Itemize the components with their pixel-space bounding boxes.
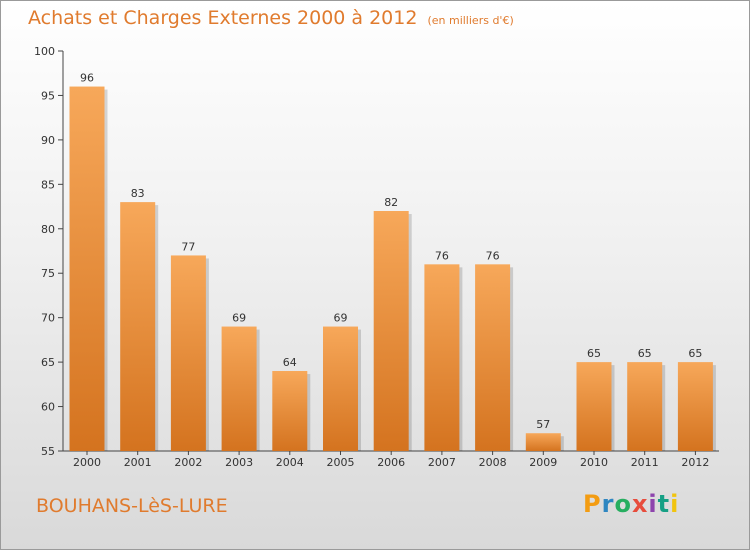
logo-letter: x bbox=[631, 490, 649, 518]
bar bbox=[221, 326, 257, 451]
bar-value-label: 96 bbox=[80, 72, 94, 85]
bar-value-label: 83 bbox=[131, 187, 145, 200]
y-tick-label: 95 bbox=[41, 89, 55, 102]
bar bbox=[323, 326, 358, 451]
chart-title: Achats et Charges Externes 2000 à 2012 (e… bbox=[28, 7, 514, 29]
y-tick-label: 65 bbox=[41, 356, 55, 369]
x-tick-label: 2002 bbox=[174, 456, 202, 469]
y-tick-label: 70 bbox=[41, 312, 55, 325]
bar bbox=[69, 86, 105, 452]
chart-title-text: Achats et Charges Externes 2000 à 2012 bbox=[28, 7, 418, 29]
bar bbox=[475, 264, 511, 451]
x-tick-label: 2006 bbox=[377, 456, 405, 469]
bar-value-label: 64 bbox=[283, 356, 297, 369]
bar bbox=[272, 371, 308, 451]
logo-letter: i bbox=[648, 490, 658, 518]
x-tick-label: 2001 bbox=[124, 456, 152, 469]
commune-name: BOUHANS-LèS-LURE bbox=[36, 495, 228, 517]
y-tick-label: 100 bbox=[34, 45, 55, 58]
x-tick-label: 2012 bbox=[681, 456, 709, 469]
chart-subtitle: (en milliers d'€) bbox=[427, 14, 514, 27]
bar bbox=[373, 211, 409, 451]
x-tick-label: 2009 bbox=[529, 456, 557, 469]
x-tick-label: 2000 bbox=[73, 456, 101, 469]
y-tick-label: 85 bbox=[41, 178, 55, 191]
x-tick-label: 2011 bbox=[631, 456, 659, 469]
bar-value-label: 69 bbox=[232, 312, 246, 325]
logo-letter: t bbox=[657, 490, 671, 518]
bar-value-label: 82 bbox=[384, 196, 398, 209]
y-tick-label: 75 bbox=[41, 267, 55, 280]
bar bbox=[424, 264, 460, 451]
bar bbox=[576, 362, 612, 451]
logo-letter: i bbox=[670, 490, 680, 518]
bar-value-label: 57 bbox=[536, 418, 550, 431]
logo-letter: P bbox=[583, 490, 602, 518]
bar-value-label: 76 bbox=[486, 249, 500, 262]
bar-value-label: 65 bbox=[688, 347, 702, 360]
x-tick-label: 2003 bbox=[225, 456, 253, 469]
x-tick-label: 2007 bbox=[428, 456, 456, 469]
bar-value-label: 65 bbox=[638, 347, 652, 360]
proxiti-logo: Proxiti bbox=[583, 490, 679, 518]
bar-value-label: 65 bbox=[587, 347, 601, 360]
y-tick-label: 60 bbox=[41, 401, 55, 414]
bar bbox=[170, 255, 206, 451]
y-tick-label: 55 bbox=[41, 445, 55, 458]
logo-letter: r bbox=[601, 490, 615, 518]
bar bbox=[627, 362, 663, 451]
bar-value-label: 77 bbox=[181, 240, 195, 253]
x-tick-label: 2005 bbox=[327, 456, 355, 469]
y-tick-label: 80 bbox=[41, 223, 55, 236]
bar bbox=[525, 433, 561, 451]
bar-value-label: 76 bbox=[435, 249, 449, 262]
bar-value-label: 69 bbox=[334, 312, 348, 325]
bar bbox=[677, 362, 713, 451]
x-tick-label: 2010 bbox=[580, 456, 608, 469]
logo-letter: o bbox=[614, 490, 632, 518]
x-tick-label: 2008 bbox=[479, 456, 507, 469]
y-tick-label: 90 bbox=[41, 134, 55, 147]
x-tick-label: 2004 bbox=[276, 456, 304, 469]
bar bbox=[120, 202, 156, 451]
